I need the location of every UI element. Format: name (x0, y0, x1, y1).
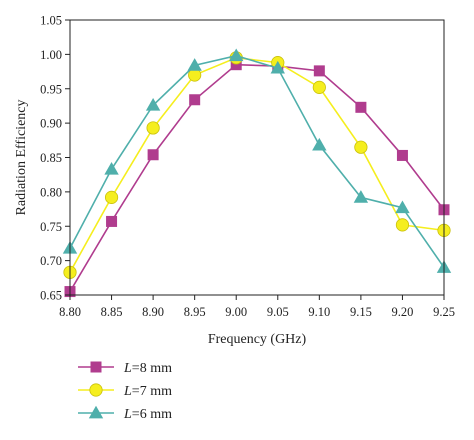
legend-marker-square (90, 361, 102, 373)
data-point-triangle (312, 137, 327, 151)
series-triangle (62, 48, 452, 273)
legend: L=8 mm L=7 mm L=6 mm (78, 361, 172, 422)
data-point-square (230, 59, 242, 71)
series-line (69, 54, 445, 268)
y-tick-label: 0.80 (40, 185, 62, 199)
legend-marker-triangle (88, 405, 104, 419)
legend-label: L=6 mm (123, 407, 172, 422)
data-point-circle (312, 80, 326, 94)
data-point-square (355, 101, 367, 113)
x-tick-label: 9.05 (267, 305, 289, 319)
y-tick-label: 0.90 (40, 117, 62, 131)
legend-item: L=6 mm (78, 405, 172, 422)
data-point-square (147, 149, 159, 161)
x-tick-label: 8.80 (59, 305, 81, 319)
series-line (69, 56, 445, 273)
y-tick-label: 1.00 (40, 48, 62, 62)
x-tick-label: 8.85 (101, 305, 123, 319)
x-tick-label: 9.10 (308, 305, 330, 319)
y-axis-title: Radiation Efficiency (14, 100, 29, 216)
series-layer (62, 48, 452, 298)
data-point-circle (104, 190, 119, 204)
y-tick-label: 0.85 (40, 151, 62, 165)
legend-label: L=8 mm (123, 361, 172, 376)
x-axis-ticks: 8.80 8.85 8.90 8.95 9.00 9.05 9.10 9.15 9.20 9.25 (59, 295, 455, 319)
legend-marker-circle (89, 383, 103, 397)
y-tick-label: 1.05 (40, 14, 62, 28)
x-tick-label: 8.95 (184, 305, 206, 319)
y-tick-label: 0.95 (40, 82, 62, 96)
data-point-circle (354, 140, 368, 154)
data-point-circle (395, 218, 410, 232)
legend-label: L=7 mm (123, 384, 172, 399)
x-tick-label: 9.20 (392, 305, 414, 319)
data-point-square (396, 149, 408, 161)
y-tick-label: 0.70 (40, 254, 62, 268)
data-point-square (106, 215, 118, 227)
x-tick-label: 9.25 (433, 305, 455, 319)
data-point-triangle (395, 200, 410, 214)
data-point-triangle (145, 98, 161, 111)
data-point-triangle (270, 60, 285, 74)
series-circle (63, 51, 451, 279)
data-point-triangle (353, 190, 369, 203)
data-point-triangle (187, 58, 202, 71)
data-point-square (313, 65, 325, 77)
data-point-square (189, 94, 201, 106)
legend-item: L=8 mm (78, 361, 172, 376)
data-point-triangle (229, 48, 244, 62)
x-tick-label: 9.15 (350, 305, 372, 319)
x-axis-title: Frequency (GHz) (208, 332, 307, 347)
y-tick-label: 0.65 (40, 289, 62, 303)
data-point-circle (146, 121, 160, 135)
y-axis-ticks: 0.65 0.70 0.75 0.80 0.85 0.90 0.95 1.00 1.05 (40, 14, 70, 303)
x-tick-label: 9.00 (225, 305, 247, 319)
y-tick-label: 0.75 (40, 220, 62, 234)
series-line (69, 63, 445, 292)
legend-item: L=7 mm (78, 383, 172, 399)
x-tick-label: 8.90 (142, 305, 164, 319)
data-point-triangle (104, 161, 119, 175)
